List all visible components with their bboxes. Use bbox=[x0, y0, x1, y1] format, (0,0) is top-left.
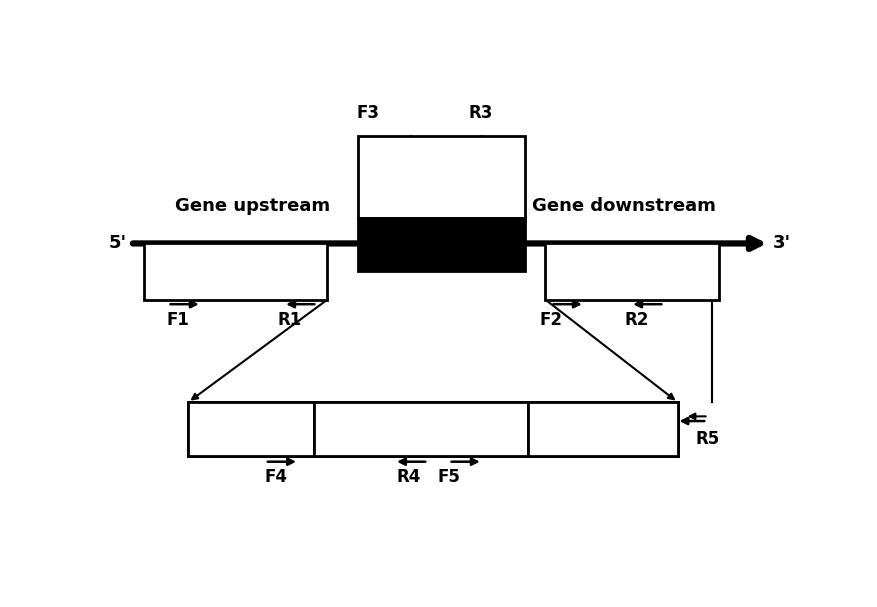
Text: F3: F3 bbox=[356, 104, 380, 122]
Text: hph: hph bbox=[402, 420, 440, 438]
Bar bbox=[358, 218, 524, 271]
Text: F5: F5 bbox=[437, 468, 460, 486]
Text: Gene upstream: Gene upstream bbox=[175, 197, 330, 215]
Text: R1: R1 bbox=[278, 311, 302, 329]
Bar bbox=[545, 243, 718, 299]
Text: Fragment. I: Fragment. I bbox=[182, 257, 289, 275]
Bar bbox=[188, 402, 314, 456]
Bar bbox=[188, 402, 677, 456]
Text: 5': 5' bbox=[109, 234, 126, 253]
Text: P: P bbox=[232, 420, 244, 438]
Bar bbox=[528, 402, 677, 456]
Text: 3': 3' bbox=[773, 234, 790, 253]
Text: R3: R3 bbox=[467, 104, 492, 122]
Text: Gene downstream: Gene downstream bbox=[531, 197, 715, 215]
Bar bbox=[314, 402, 528, 456]
Bar bbox=[358, 136, 524, 218]
Text: F1: F1 bbox=[166, 311, 189, 329]
Text: trpC: trpC bbox=[595, 420, 636, 438]
Text: R4: R4 bbox=[396, 468, 421, 486]
Bar bbox=[144, 243, 327, 299]
Text: Fragment. II: Fragment. II bbox=[574, 257, 688, 275]
Text: R5: R5 bbox=[695, 430, 718, 449]
Text: R2: R2 bbox=[624, 311, 649, 329]
Text: gpdA: gpdA bbox=[247, 420, 296, 438]
Text: F4: F4 bbox=[265, 468, 288, 486]
Text: F2: F2 bbox=[538, 311, 561, 329]
Text: T: T bbox=[581, 420, 592, 438]
